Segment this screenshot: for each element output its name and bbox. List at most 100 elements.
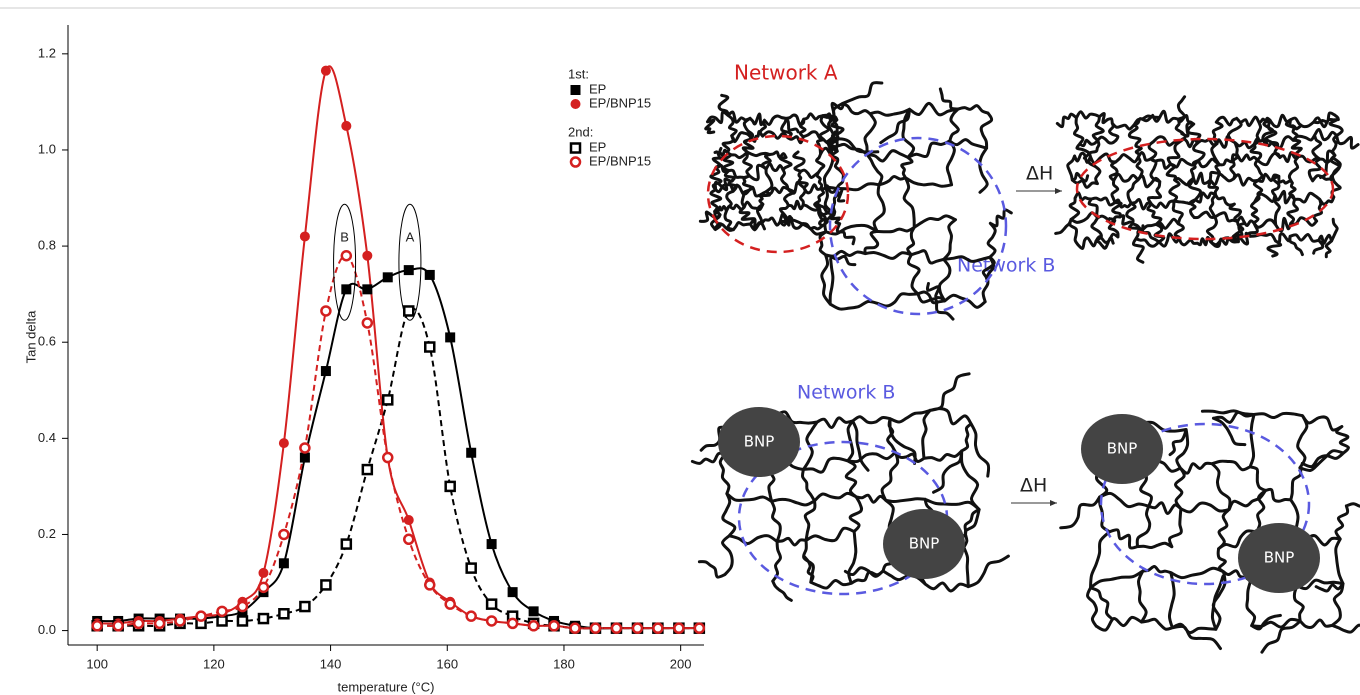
network-a-label: Network A xyxy=(734,61,838,85)
marker xyxy=(529,621,538,630)
series-line xyxy=(97,268,699,628)
annotation-label: B xyxy=(340,230,349,245)
marker xyxy=(633,624,642,633)
delta-h-label: ΔH xyxy=(1020,475,1047,497)
marker xyxy=(238,602,247,611)
marker xyxy=(425,343,434,352)
marker xyxy=(467,612,476,621)
marker xyxy=(487,600,496,609)
x-tick-label: 180 xyxy=(553,656,575,671)
arrow-head xyxy=(1055,188,1062,194)
figure: Tan delta temperature (°C) 0.00.20.40.60… xyxy=(0,0,1360,695)
marker xyxy=(571,624,580,633)
delta-h-label: ΔH xyxy=(1026,163,1053,185)
y-tick-label: 0.8 xyxy=(38,238,56,253)
nanoparticle-label: BNP xyxy=(744,433,775,451)
marker xyxy=(404,535,413,544)
nanoparticle-label: BNP xyxy=(1107,440,1138,458)
marker xyxy=(300,453,309,462)
marker xyxy=(612,624,621,633)
marker xyxy=(321,367,330,376)
marker xyxy=(155,619,164,628)
series-line xyxy=(97,66,699,628)
marker xyxy=(508,619,517,628)
marker xyxy=(114,621,123,630)
x-tick-label: 200 xyxy=(670,656,692,671)
legend-marker xyxy=(571,100,580,109)
nanoparticle-label: BNP xyxy=(909,535,940,553)
marker xyxy=(550,621,559,630)
marker xyxy=(425,580,434,589)
legend-label: EP xyxy=(589,81,606,96)
marker xyxy=(218,607,227,616)
marker xyxy=(279,609,288,618)
x-tick-label: 120 xyxy=(203,656,225,671)
marker xyxy=(176,616,185,625)
y-tick-label: 1.0 xyxy=(38,141,56,156)
marker xyxy=(674,624,683,633)
marker xyxy=(363,251,372,260)
marker xyxy=(383,453,392,462)
marker xyxy=(321,66,330,75)
marker xyxy=(404,266,413,275)
marker xyxy=(259,583,268,592)
marker xyxy=(404,306,413,315)
annotation-ellipse xyxy=(399,204,421,320)
y-tick-label: 1.2 xyxy=(38,45,56,60)
marker xyxy=(487,616,496,625)
marker xyxy=(446,482,455,491)
x-tick-label: 140 xyxy=(320,656,342,671)
x-axis-label: temperature (°C) xyxy=(338,679,435,694)
legend-label: EP/BNP15 xyxy=(589,153,651,168)
marker xyxy=(695,624,704,633)
polymer-network xyxy=(1056,97,1358,263)
marker xyxy=(134,619,143,628)
y-tick-label: 0.2 xyxy=(38,526,56,541)
y-tick-label: 0.4 xyxy=(38,430,56,445)
marker xyxy=(363,318,372,327)
legend-group-label: 1st: xyxy=(568,66,589,81)
marker xyxy=(446,600,455,609)
legend-group-label: 2nd: xyxy=(568,124,593,139)
page: Tan delta temperature (°C) 0.00.20.40.60… xyxy=(0,0,1360,695)
arrow-head xyxy=(1050,500,1057,506)
marker xyxy=(238,616,247,625)
marker xyxy=(383,395,392,404)
marker xyxy=(446,333,455,342)
marker xyxy=(342,540,351,549)
legend-label: EP/BNP15 xyxy=(589,95,651,110)
marker xyxy=(218,616,227,625)
marker xyxy=(653,624,662,633)
marker xyxy=(279,530,288,539)
marker xyxy=(383,273,392,282)
marker xyxy=(467,564,476,573)
marker xyxy=(363,465,372,474)
marker xyxy=(279,559,288,568)
marker xyxy=(321,580,330,589)
series-line xyxy=(97,256,699,629)
marker xyxy=(363,285,372,294)
network-b-label: Network B xyxy=(797,382,895,404)
polymer-network xyxy=(692,374,1008,601)
polymer-chains xyxy=(692,374,1008,601)
marker xyxy=(279,439,288,448)
annotation-label: A xyxy=(406,230,415,245)
marker xyxy=(259,568,268,577)
marker xyxy=(425,270,434,279)
marker xyxy=(467,448,476,457)
legend-marker xyxy=(571,158,580,167)
marker xyxy=(259,614,268,623)
marker xyxy=(300,443,309,452)
marker xyxy=(529,607,538,616)
legend-label: EP xyxy=(589,139,606,154)
marker xyxy=(93,621,102,630)
marker xyxy=(404,516,413,525)
legend-marker xyxy=(571,86,580,95)
marker xyxy=(591,624,600,633)
nanoparticle-label: BNP xyxy=(1264,549,1295,567)
polymer-chains xyxy=(1056,97,1358,263)
marker xyxy=(342,251,351,260)
series-line xyxy=(97,309,699,629)
marker xyxy=(300,232,309,241)
marker xyxy=(300,602,309,611)
